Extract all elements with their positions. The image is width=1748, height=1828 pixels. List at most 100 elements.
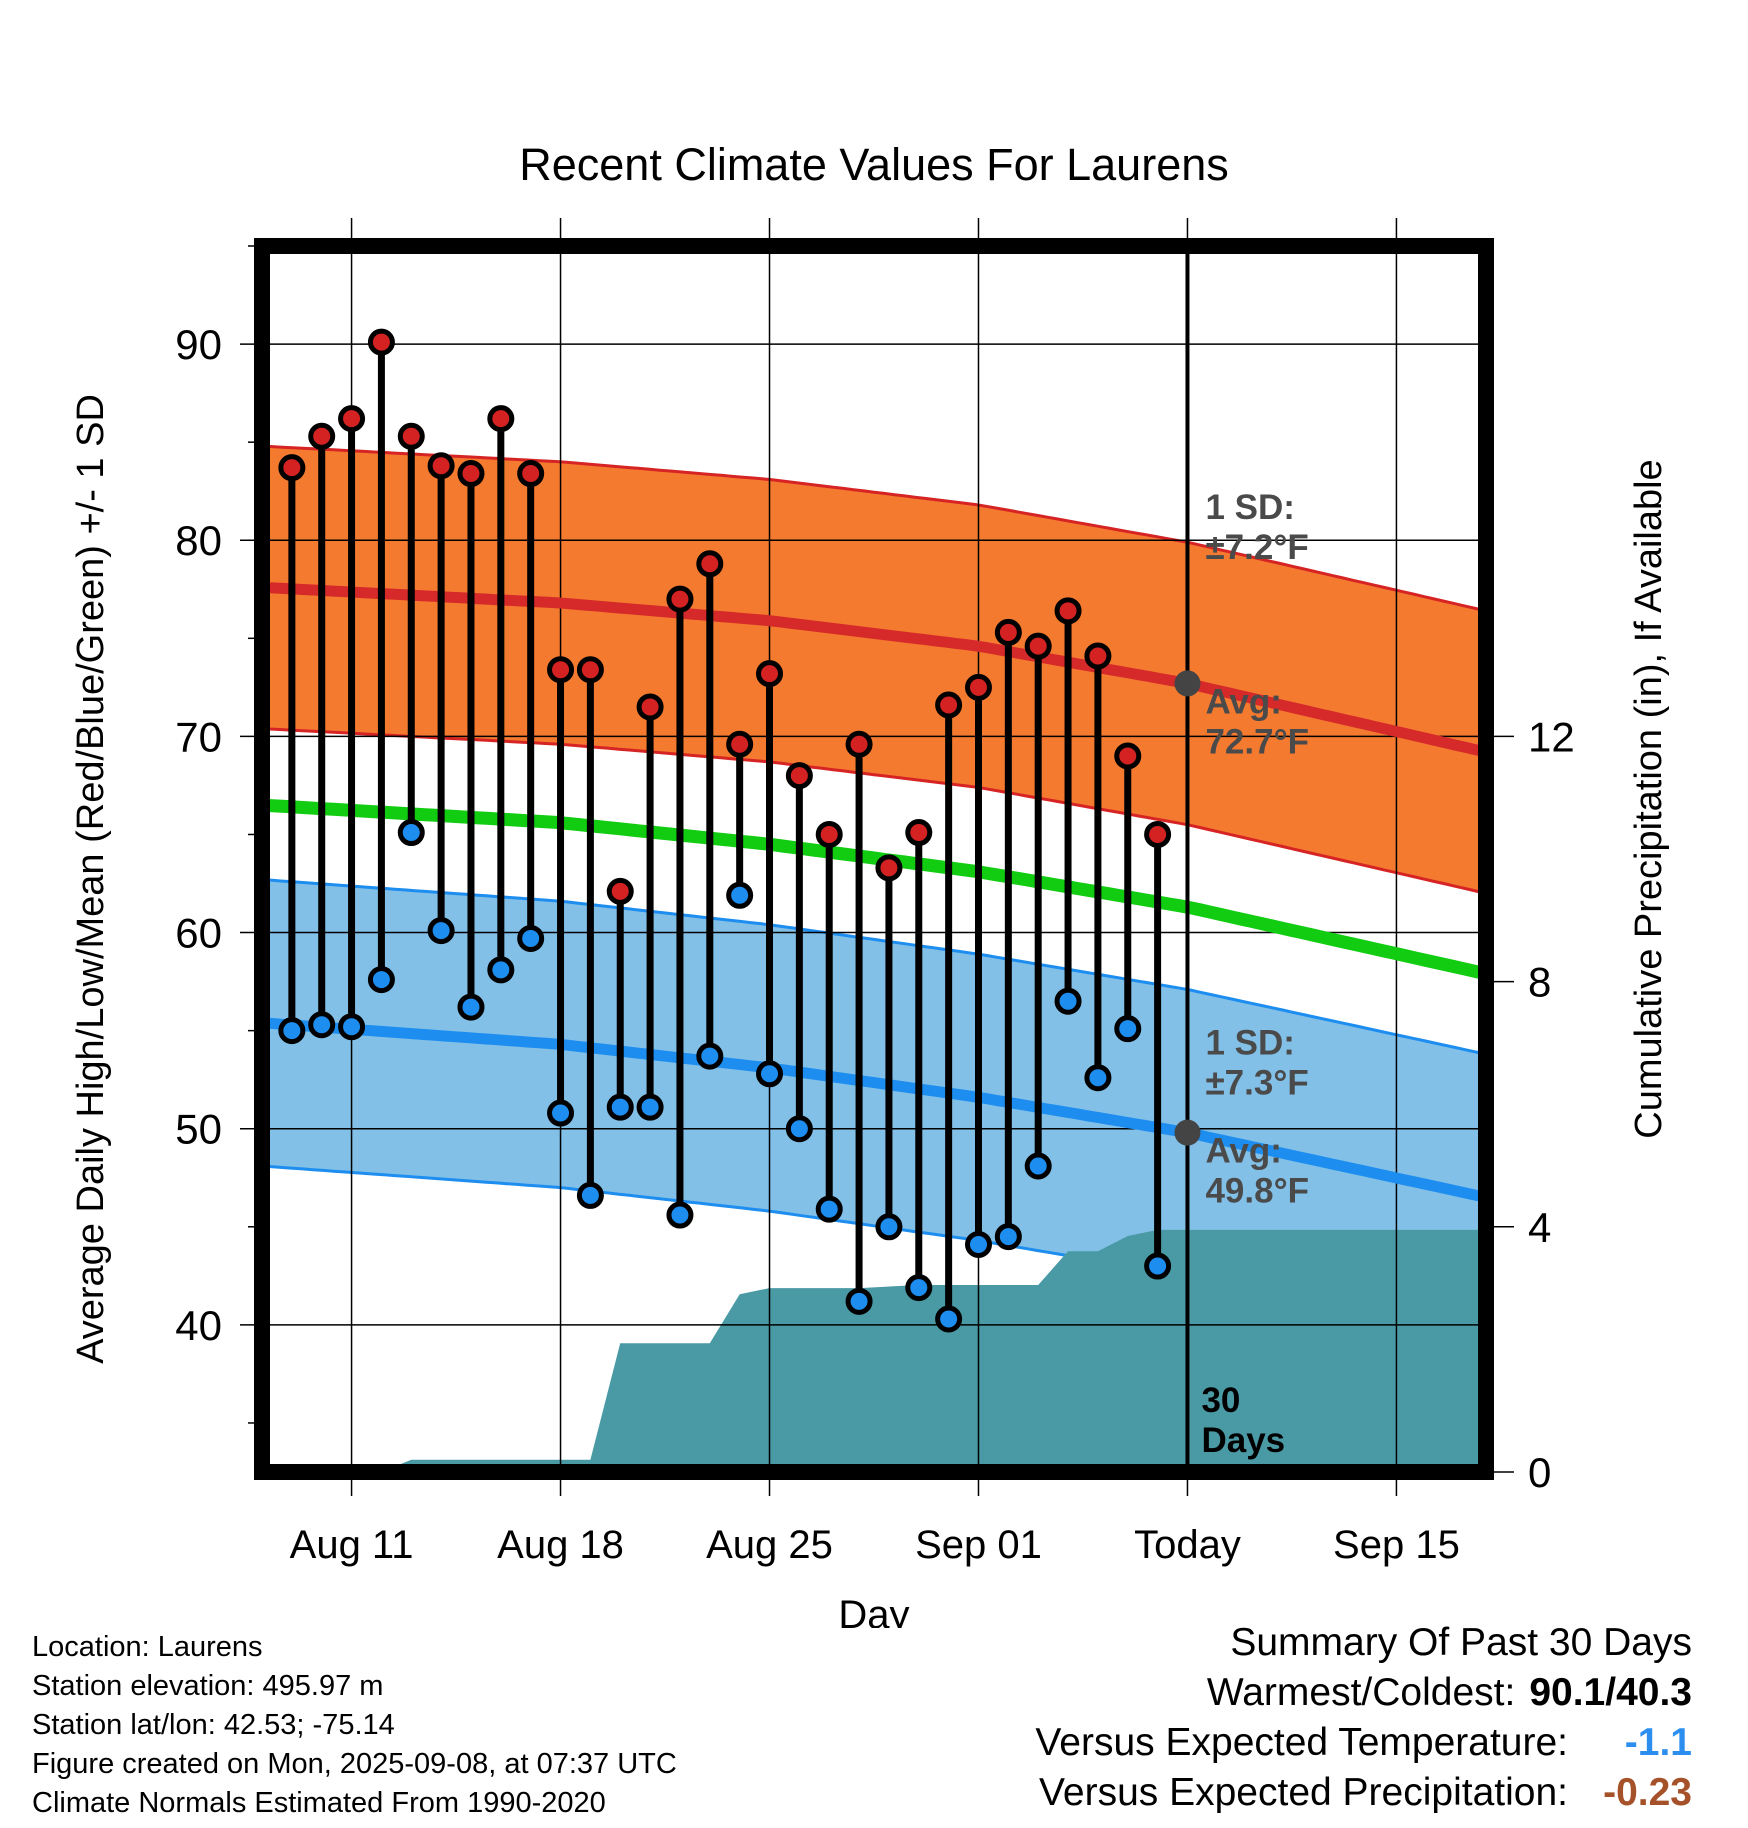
- x-tick-label: Aug 11: [290, 1523, 414, 1567]
- daily-low-point: [487, 956, 515, 984]
- daily-high-point: [606, 877, 634, 905]
- daily-low-point: [547, 1099, 575, 1127]
- precip-area: [262, 1229, 1486, 1472]
- window-unit: Days: [1201, 1421, 1285, 1460]
- summary-temp-label: Versus Expected Temperature:: [1035, 1721, 1568, 1764]
- daily-low-point: [606, 1093, 634, 1121]
- daily-high-point: [785, 762, 813, 790]
- normal-mean-line: [262, 798, 1486, 981]
- x-tick-label: Aug 25: [706, 1523, 833, 1567]
- daily-high-point: [845, 730, 873, 758]
- info-elevation: Station elevation: 495.97 m: [32, 1670, 384, 1702]
- daily-high-point: [935, 691, 963, 719]
- high-sd-band: [262, 446, 1486, 894]
- daily-low-point: [397, 819, 425, 847]
- daily-high-point: [994, 618, 1022, 646]
- daily-low-point: [1024, 1152, 1052, 1180]
- high-avg-marker: [1174, 670, 1201, 697]
- daily-high-point: [308, 422, 336, 450]
- low-sd-upper-edge: [262, 878, 1486, 1056]
- daily-low-point: [576, 1181, 604, 1209]
- plot-frame: [254, 238, 1494, 1480]
- summary-precip-label: Versus Expected Precipitation:: [1039, 1771, 1568, 1814]
- daily-low-point: [517, 924, 545, 952]
- daily-high-point: [338, 405, 366, 433]
- daily-high-point: [517, 460, 545, 488]
- y2-axis-title: Cumulative Precipitation (in), If Availa…: [1628, 459, 1670, 1138]
- x-axis-title: Day: [838, 1593, 909, 1628]
- daily-high-point: [905, 819, 933, 847]
- low-avg-marker: [1174, 1119, 1201, 1146]
- y-tick-label: 50: [175, 1106, 222, 1153]
- daily-low-point: [1054, 987, 1082, 1015]
- daily-low-point: [815, 1195, 843, 1223]
- y2-tick-label: 12: [1528, 713, 1575, 760]
- daily-high-point: [397, 422, 425, 450]
- summary-warm-cold-value: 90.1/40.3: [1529, 1671, 1692, 1714]
- summary-heading: Summary Of Past 30 Days: [1230, 1621, 1692, 1664]
- summary-panel: Summary Of Past 30 Days Warmest/Coldest:…: [1035, 1618, 1692, 1818]
- daily-low-point: [964, 1230, 992, 1258]
- daily-high-point: [1024, 632, 1052, 660]
- x-tick-label: Today: [1134, 1523, 1241, 1567]
- daily-low-point: [1114, 1015, 1142, 1043]
- daily-low-point: [457, 993, 485, 1021]
- chart-title: Recent Climate Values For Laurens: [519, 139, 1229, 190]
- y-tick-label: 40: [175, 1302, 222, 1349]
- normal-low-line: [262, 1017, 1486, 1203]
- daily-high-point: [1144, 820, 1172, 848]
- info-created: Figure created on Mon, 2025-09-08, at 07…: [32, 1748, 677, 1780]
- daily-high-point: [726, 730, 754, 758]
- y-tick-label: 80: [175, 517, 222, 564]
- daily-high-point: [964, 673, 992, 701]
- y2-tick-label: 4: [1528, 1204, 1551, 1251]
- daily-low-point: [994, 1223, 1022, 1251]
- daily-high-point: [427, 452, 455, 480]
- daily-high-point: [457, 460, 485, 488]
- daily-high-point: [1084, 642, 1112, 670]
- summary-precip: Versus Expected Precipitation: -0.23: [1035, 1768, 1692, 1818]
- summary-warm-cold: Warmest/Coldest: 90.1/40.3: [1035, 1668, 1692, 1718]
- x-tick-label: Sep 15: [1333, 1523, 1460, 1567]
- daily-low-point: [845, 1287, 873, 1315]
- info-location: Location: Laurens: [32, 1631, 263, 1663]
- high-sd-lower-edge: [262, 727, 1486, 895]
- low-avg-value: 49.8°F: [1205, 1172, 1309, 1211]
- info-latlon: Station lat/lon: 42.53; -75.14: [32, 1709, 395, 1741]
- low-sd-label: 1 SD:: [1205, 1023, 1294, 1062]
- daily-low-point: [696, 1042, 724, 1070]
- daily-low-point: [1084, 1064, 1112, 1092]
- high-sd-value: ±7.2°F: [1205, 528, 1308, 567]
- daily-high-point: [875, 854, 903, 882]
- daily-low-point: [367, 966, 395, 994]
- x-tick-label: Sep 01: [915, 1523, 1042, 1567]
- summary-precip-value: -0.23: [1603, 1771, 1692, 1814]
- daily-low-point: [278, 1017, 306, 1045]
- daily-low-point: [427, 917, 455, 945]
- high-sd-upper-edge: [262, 444, 1486, 613]
- summary-temp-value: -1.1: [1624, 1721, 1692, 1764]
- daily-low-point: [756, 1060, 784, 1088]
- high-sd-label: 1 SD:: [1205, 488, 1294, 527]
- station-info: Location: Laurens Station elevation: 495…: [32, 1628, 677, 1823]
- summary-warm-cold-label: Warmest/Coldest:: [1206, 1671, 1516, 1714]
- y2-tick-label: 8: [1528, 959, 1551, 1006]
- y-tick-label: 70: [175, 713, 222, 760]
- daily-low-point: [338, 1013, 366, 1041]
- normal-high-line: [262, 581, 1486, 758]
- daily-high-point: [815, 820, 843, 848]
- low-avg-label: Avg:: [1205, 1132, 1281, 1171]
- daily-high-point: [1054, 597, 1082, 625]
- daily-high-point: [636, 693, 664, 721]
- daily-high-point: [487, 405, 515, 433]
- daily-high-point: [756, 660, 784, 688]
- daily-low-point: [785, 1115, 813, 1143]
- daily-low-point: [308, 1011, 336, 1039]
- y2-tick-label: 0: [1528, 1449, 1551, 1496]
- daily-high-point: [1114, 742, 1142, 770]
- daily-high-point: [367, 328, 395, 356]
- daily-low-point: [905, 1274, 933, 1302]
- daily-low-point: [636, 1093, 664, 1121]
- daily-high-point: [666, 585, 694, 613]
- y-tick-label: 90: [175, 321, 222, 368]
